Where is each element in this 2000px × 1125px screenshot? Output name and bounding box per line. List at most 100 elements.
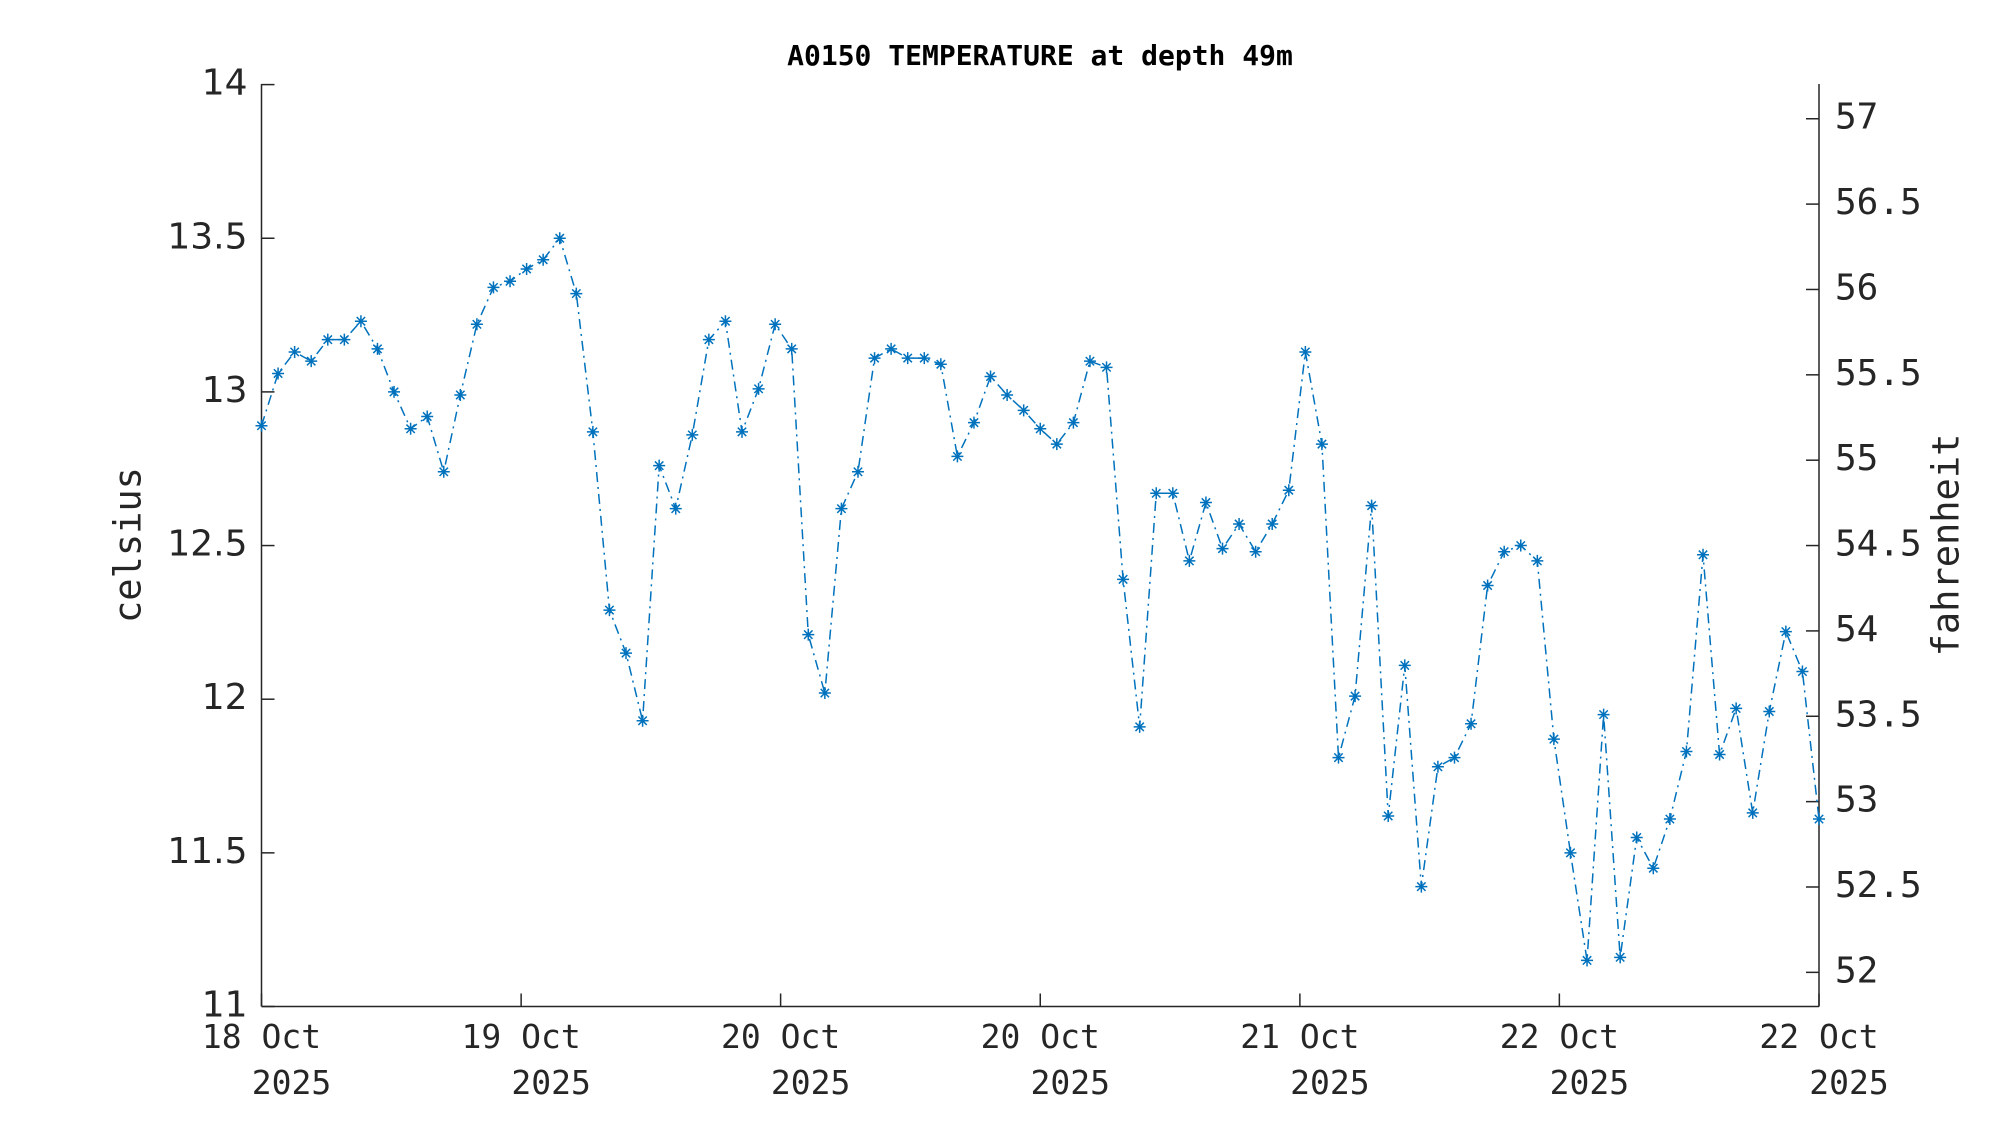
marker xyxy=(1332,751,1345,764)
marker xyxy=(1299,345,1312,358)
marker xyxy=(504,275,517,288)
x-tick-label: 2025 xyxy=(511,1063,590,1102)
x-tick-label: 2025 xyxy=(252,1063,331,1102)
y-tick-label: 11 xyxy=(202,985,248,1026)
axes xyxy=(260,84,1820,1008)
y2-tick-label: 56.5 xyxy=(1835,182,1922,223)
marker xyxy=(1282,484,1295,497)
marker xyxy=(1531,554,1544,567)
marker xyxy=(470,318,483,331)
series-line xyxy=(260,236,1820,961)
y2-tick-label: 54.5 xyxy=(1835,524,1922,565)
y2-axis-label: fahrenheit xyxy=(1925,434,1968,657)
marker xyxy=(1514,539,1527,552)
y-tick-label: 12 xyxy=(202,677,248,718)
marker xyxy=(354,315,367,328)
x-tick-label: 20 Oct xyxy=(981,1017,1100,1056)
marker xyxy=(835,502,848,515)
marker xyxy=(487,281,500,294)
marker xyxy=(1630,831,1643,844)
y2-tick-label: 52.5 xyxy=(1835,865,1922,906)
marker xyxy=(1166,487,1179,500)
marker xyxy=(421,410,434,423)
y-tick-label: 13.5 xyxy=(167,216,247,257)
marker xyxy=(1083,355,1096,368)
marker xyxy=(1100,361,1113,374)
marker xyxy=(1216,542,1229,555)
marker xyxy=(967,416,980,429)
chart-title: A0150 TEMPERATURE at depth 49m xyxy=(787,39,1293,72)
marker xyxy=(769,318,782,331)
marker xyxy=(1067,416,1080,429)
marker xyxy=(1697,548,1710,561)
marker xyxy=(818,687,831,700)
marker xyxy=(1796,665,1809,678)
y-axis-label: celsius xyxy=(107,467,150,623)
marker xyxy=(851,465,864,478)
marker xyxy=(653,459,666,472)
x-tick-label: 22 Oct xyxy=(1759,1017,1878,1056)
x-tick-label: 22 Oct xyxy=(1500,1017,1619,1056)
marker xyxy=(1581,954,1594,967)
marker xyxy=(1349,690,1362,703)
marker xyxy=(620,647,633,660)
marker xyxy=(1564,846,1577,859)
marker xyxy=(702,333,715,346)
y2-tick-label: 57 xyxy=(1835,97,1878,138)
marker xyxy=(321,333,334,346)
marker xyxy=(1117,573,1130,586)
marker xyxy=(1233,518,1246,531)
marker xyxy=(1547,733,1560,746)
marker xyxy=(1415,880,1428,893)
marker xyxy=(669,502,682,515)
marker xyxy=(736,425,749,438)
marker xyxy=(901,352,914,365)
marker xyxy=(885,342,898,355)
marker xyxy=(1001,388,1014,401)
marker xyxy=(918,352,931,365)
marker xyxy=(951,450,964,463)
x-tick-label: 2025 xyxy=(771,1063,850,1102)
y-tick-label: 11.5 xyxy=(167,831,247,872)
marker xyxy=(1465,717,1478,730)
marker xyxy=(255,419,268,432)
marker xyxy=(1017,404,1030,417)
y2-tick-label: 55.5 xyxy=(1835,353,1922,394)
marker xyxy=(553,232,566,245)
marker xyxy=(404,422,417,435)
x-tick-label: 20 Oct xyxy=(721,1017,840,1056)
marker xyxy=(1050,438,1063,451)
marker xyxy=(1498,545,1511,558)
marker xyxy=(719,315,732,328)
marker xyxy=(1597,708,1610,721)
marker xyxy=(338,333,351,346)
marker xyxy=(1730,702,1743,715)
marker xyxy=(686,428,699,441)
marker xyxy=(1813,813,1825,826)
marker xyxy=(1034,422,1047,435)
marker xyxy=(1663,813,1676,826)
marker xyxy=(1382,809,1395,822)
marker xyxy=(1365,499,1378,512)
x-tick-label: 21 Oct xyxy=(1240,1017,1359,1056)
y2-tick-label: 54 xyxy=(1835,609,1878,650)
x-tick-label: 18 Oct xyxy=(202,1017,321,1056)
marker xyxy=(454,388,467,401)
marker xyxy=(586,425,599,438)
y2-tick-label: 56 xyxy=(1835,267,1878,308)
marker xyxy=(1763,705,1776,718)
y-tick-label: 14 xyxy=(202,63,248,104)
marker xyxy=(1779,625,1792,638)
y2-tick-label: 55 xyxy=(1835,438,1878,479)
marker xyxy=(1199,496,1212,509)
marker xyxy=(388,385,401,398)
y2-tick-label: 53 xyxy=(1835,780,1878,821)
marker xyxy=(1133,720,1146,733)
x-tick-label: 2025 xyxy=(1031,1063,1110,1102)
y2-tick-label: 52 xyxy=(1835,950,1878,991)
marker xyxy=(1150,487,1163,500)
marker xyxy=(802,628,815,641)
marker xyxy=(305,355,318,368)
y-tick-label: 12.5 xyxy=(167,524,247,565)
